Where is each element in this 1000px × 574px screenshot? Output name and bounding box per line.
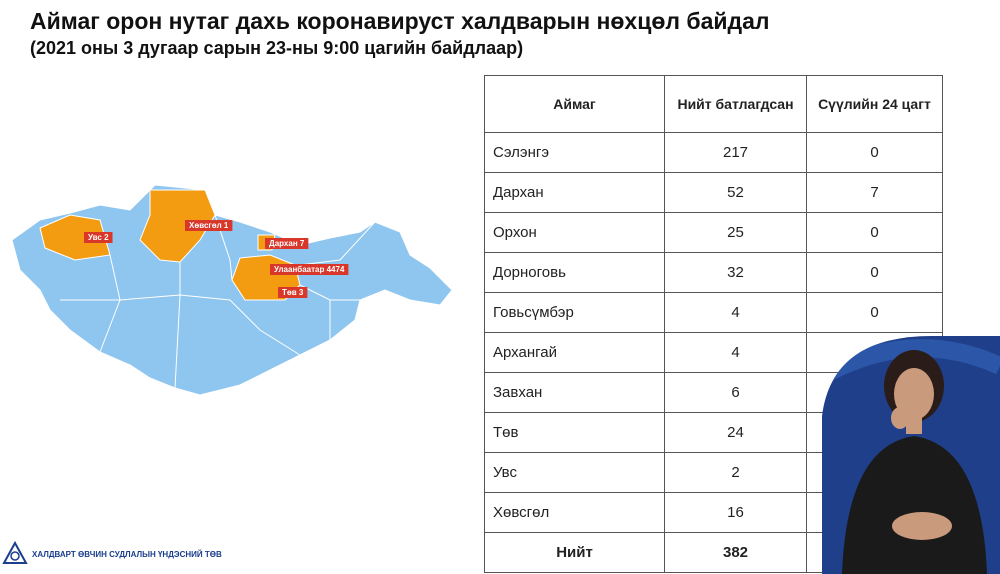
- table-cell: Төв: [484, 412, 665, 453]
- map-label: Төв 3: [282, 288, 304, 297]
- table-cell: 25: [664, 212, 807, 253]
- table-cell: 52: [664, 172, 807, 213]
- table-cell: Завхан: [484, 372, 665, 413]
- table-cell: Увс: [484, 452, 665, 493]
- table-cell: 7: [806, 172, 943, 213]
- table-cell: Сэлэнгэ: [484, 132, 665, 173]
- table-row: Говьсүмбэр 4 0: [484, 292, 943, 333]
- column-header: Нийт батлагдсан: [664, 75, 807, 133]
- table-cell: 4: [664, 292, 807, 333]
- sign-language-interpreter: [822, 336, 1000, 574]
- table-cell: 24: [664, 412, 807, 453]
- map-label: Дархан 7: [269, 239, 305, 248]
- map-label-box: [270, 264, 349, 275]
- table-row: Дорноговь 32 0: [484, 252, 943, 293]
- table-cell: Архангай: [484, 332, 665, 373]
- map-label-box: [265, 238, 309, 249]
- total-cell: 382: [664, 532, 807, 573]
- table-row: Сэлэнгэ 217 0: [484, 132, 943, 173]
- map: Увс 2 Хөвсгөл 1 Дархан 7 Улаанбаатар 4474 Тө…: [11, 184, 453, 396]
- table-row: Дархан 52 7: [484, 172, 943, 213]
- table-row: Орхон 25 0: [484, 212, 943, 253]
- table-cell: 0: [806, 212, 943, 253]
- map-label: Улаанбаатар 4474: [274, 265, 345, 274]
- map-label-box: [278, 287, 308, 298]
- map-label: Хөвсгөл 1: [189, 221, 229, 230]
- table-cell: 0: [806, 252, 943, 293]
- table-cell: Дархан: [484, 172, 665, 213]
- map-label: Увс 2: [88, 233, 109, 242]
- table-cell: 2: [664, 452, 807, 493]
- column-header: Аймаг: [484, 75, 665, 133]
- total-cell: Нийт: [484, 532, 665, 573]
- footer-org: ХАЛДВАРТ ӨВЧИН СУДЛАЛЫН ҮНДЭСНИЙ ТӨВ: [32, 550, 222, 559]
- map-label-box: [84, 232, 113, 243]
- column-header: Сүүлийн 24 цагт: [806, 75, 943, 133]
- table-cell: 0: [806, 292, 943, 333]
- table-cell: 16: [664, 492, 807, 533]
- table-cell: Хөвсгөл: [484, 492, 665, 533]
- title: Аймаг орон нутаг дахь коронавируст халдв…: [30, 8, 770, 34]
- table-cell: 0: [806, 132, 943, 173]
- table-cell: 4: [664, 332, 807, 373]
- subtitle: (2021 оны 3 дугаар сарын 23-ны 9:00 цаги…: [30, 38, 524, 58]
- logo: [2, 540, 28, 564]
- table-cell: 32: [664, 252, 807, 293]
- table-cell: Орхон: [484, 212, 665, 253]
- table-cell: Говьсүмбэр: [484, 292, 665, 333]
- table-cell: 6: [664, 372, 807, 413]
- province-borders: [60, 214, 376, 389]
- table-cell: 217: [664, 132, 807, 173]
- map-label-box: [185, 220, 233, 231]
- table-cell: Дорноговь: [484, 252, 665, 293]
